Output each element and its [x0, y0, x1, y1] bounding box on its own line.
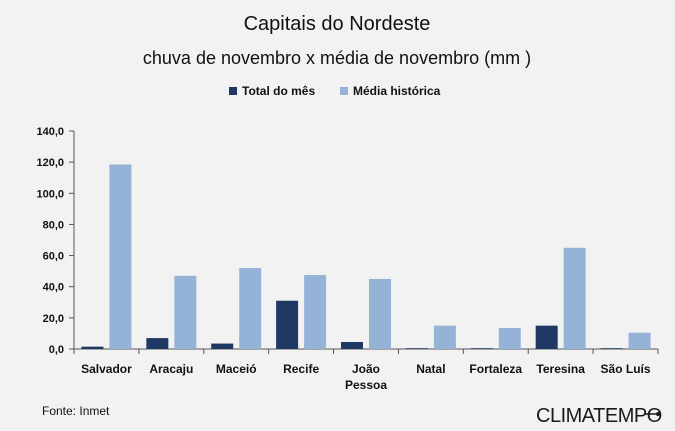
bar-total-9 [600, 348, 623, 349]
bar-total-5 [341, 341, 363, 349]
bar-media-1 [109, 164, 132, 349]
bar-media-2 [174, 275, 197, 349]
category-label: Fortaleza [469, 362, 522, 376]
legend-label-media: Média histórica [353, 84, 441, 98]
bar-media-8 [563, 247, 586, 349]
bar-total-7 [470, 348, 493, 349]
bar-total-8 [535, 325, 558, 349]
y-tick-label: 60,0 [43, 251, 64, 263]
bar-media-7 [498, 327, 521, 349]
y-tick-label: 140,0 [36, 126, 64, 138]
axes [73, 131, 659, 354]
category-label: Recife [283, 362, 319, 376]
category-label: São Luís [601, 362, 651, 376]
y-tick-label: 0,0 [49, 344, 64, 356]
brand-logo: CLIMATEMPO [536, 405, 662, 427]
category-label: Maceió [216, 362, 257, 376]
category-label: Aracaju [149, 362, 193, 376]
legend: Total do mês Média histórica [229, 84, 441, 98]
bar-total-3 [211, 343, 234, 349]
y-axis-ticks: 0,0 20,0 40,0 60,0 80,0 100,0 120,0 140,0 [36, 126, 74, 356]
brand-name: CLIMATEMPO [536, 405, 662, 427]
bar-media-3 [239, 268, 262, 349]
bar-media-9 [628, 332, 651, 349]
bar-media-5 [369, 278, 391, 349]
bar-media-6 [433, 325, 456, 349]
x-axis-categories: Salvador Aracaju Maceió Recife João Pessoa Nat… [81, 362, 651, 392]
legend-swatch-total [229, 87, 237, 95]
chart-subtitle: chuva de novembro x média de novembro (m… [143, 48, 531, 68]
source-note: Fonte: Inmet [42, 404, 110, 418]
chart-title: Capitais do Nordeste [244, 13, 431, 35]
legend-swatch-media [340, 87, 348, 95]
category-label: Natal [416, 362, 445, 376]
bar-total-6 [405, 348, 428, 349]
y-tick-label: 120,0 [36, 157, 64, 169]
bar-total-1 [81, 346, 104, 349]
category-label: Teresina [536, 362, 585, 376]
bar-total-2 [146, 338, 169, 349]
bars [81, 164, 651, 349]
y-tick-label: 40,0 [43, 282, 64, 294]
category-label: Salvador [81, 362, 132, 376]
bar-media-4 [304, 275, 327, 349]
y-tick-label: 100,0 [36, 188, 64, 200]
category-label: João Pessoa [345, 362, 387, 392]
legend-label-total: Total do mês [242, 84, 315, 98]
y-tick-label: 20,0 [43, 313, 64, 325]
brand-dot-icon [656, 412, 660, 416]
y-tick-label: 80,0 [43, 219, 64, 231]
bar-total-4 [276, 300, 299, 349]
